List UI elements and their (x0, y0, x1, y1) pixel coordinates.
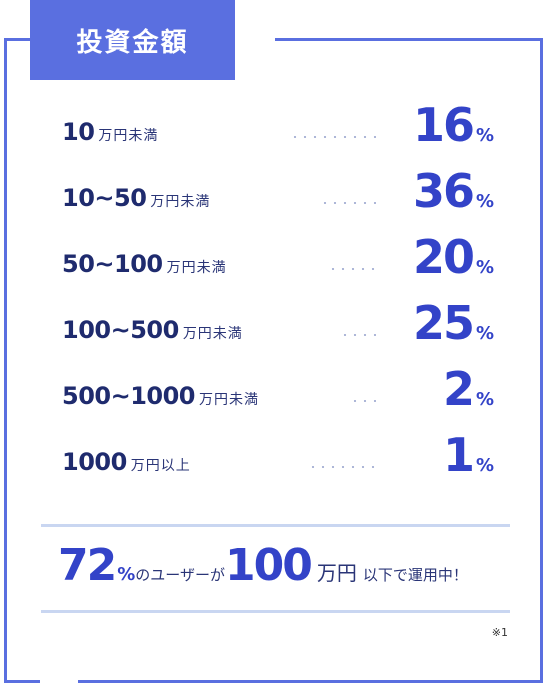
row-1000: 1000 万円以上 1% (62, 428, 494, 482)
range-label: 10 (62, 118, 95, 146)
leader-dots (328, 268, 376, 270)
row-10: 10 万円未満 16% (62, 98, 494, 152)
range-label: 10~50 (62, 184, 147, 212)
unit-label: 万円未満 (98, 128, 159, 144)
footnote-mark: ※1 (491, 626, 508, 639)
percent-value: 20 (412, 230, 475, 284)
summary-text-operating: 以下で運用中！ (362, 566, 468, 584)
unit-label: 万円未満 (182, 326, 243, 342)
summary-line: 72 %のユーザーが100 万円 以下で運用中！ (58, 540, 508, 600)
percent-value: 16 (412, 98, 475, 152)
range-label: 50~100 (62, 250, 163, 278)
section-title: 投資金額 (30, 0, 235, 80)
row-10-50: 10~50 万円未満 36% (62, 164, 494, 218)
summary-unit: 万円 (316, 561, 357, 585)
unit-label: 万円未満 (150, 194, 211, 210)
percent-symbol: % (475, 389, 494, 410)
percent-value: 36 (412, 164, 475, 218)
divider-bottom (41, 610, 510, 613)
divider-top (41, 524, 510, 527)
leader-dots (290, 136, 376, 138)
percent-value: 25 (412, 296, 475, 350)
percent-symbol: % (475, 257, 494, 278)
range-label: 500~1000 (62, 382, 196, 410)
unit-label: 万円未満 (166, 260, 227, 276)
unit-label: 万円以上 (130, 458, 191, 474)
percent-symbol: % (475, 191, 494, 212)
percent-value: 2 (442, 362, 475, 416)
leader-dots (320, 202, 376, 204)
leader-dots (340, 334, 376, 336)
tab-gap (235, 36, 275, 44)
summary-amount: 100 (224, 540, 313, 591)
row-50-100: 50~100 万円未満 20% (62, 230, 494, 284)
percent-symbol: % (475, 455, 494, 476)
percent-symbol: % (475, 323, 494, 344)
row-100-500: 100~500 万円未満 25% (62, 296, 494, 350)
range-label: 100~500 (62, 316, 179, 344)
leader-dots (308, 466, 376, 468)
summary-percent: 72 (58, 540, 117, 591)
frame-gap (40, 680, 78, 687)
unit-label: 万円未満 (199, 392, 260, 408)
summary-text-users: のユーザーが (135, 566, 225, 584)
percent-symbol: % (475, 125, 494, 146)
row-500-1000: 500~1000 万円未満 2% (62, 362, 494, 416)
range-label: 1000 (62, 448, 127, 476)
percent-value: 1 (442, 428, 475, 482)
leader-dots (350, 400, 376, 402)
summary-percent-symbol: % (117, 564, 136, 585)
